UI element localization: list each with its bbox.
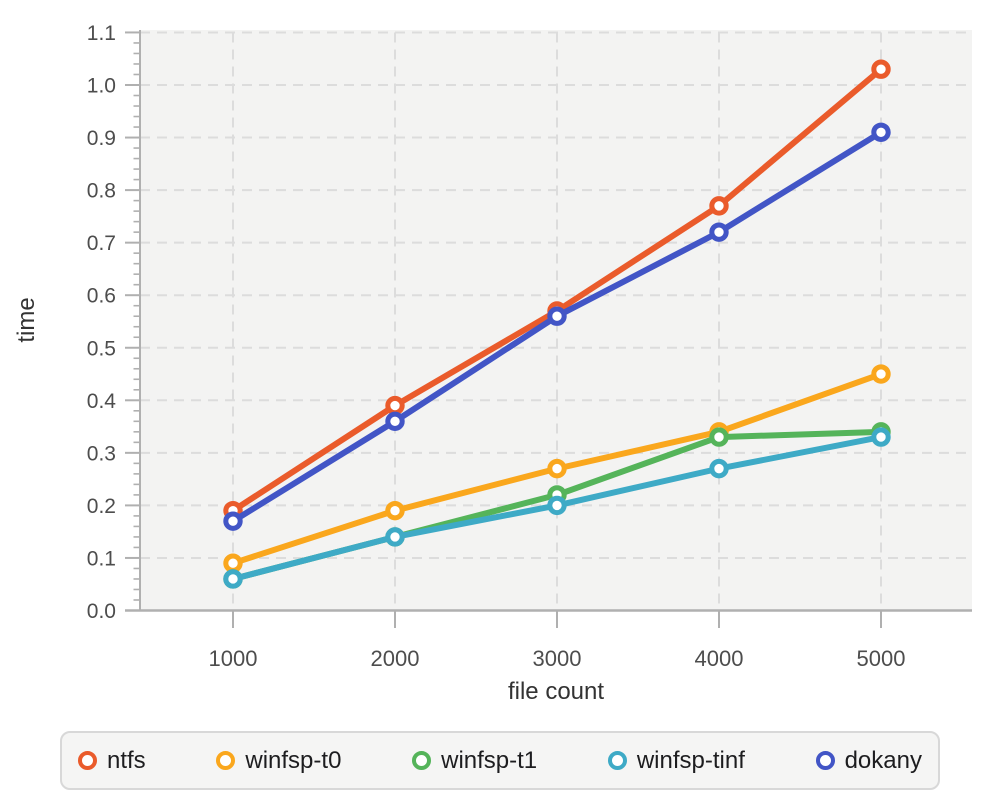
y-tick-label: 1.0	[87, 75, 116, 98]
y-tick-label: 0.9	[87, 127, 116, 150]
legend-item-dokany[interactable]: dokany	[815, 746, 922, 775]
legend-label: ntfs	[107, 746, 146, 774]
x-tick-label: 5000	[857, 646, 906, 671]
x-tick-label: 2000	[371, 646, 420, 671]
legend-marker-icon	[815, 751, 835, 770]
x-tick-label: 1000	[209, 646, 258, 671]
line-chart: 0.0 0.1 0.2 0.3 0.4 0.5 0.6 0.7 0.8 0.9 1.0 1.1 1000…	[13, 22, 972, 705]
data-point-winfsp-t0[interactable]	[547, 458, 567, 479]
data-point-winfsp-tinf[interactable]	[871, 427, 891, 447]
legend-marker-icon	[78, 751, 97, 770]
data-point-winfsp-t1[interactable]	[709, 427, 729, 447]
y-tick-label: 0.8	[87, 180, 116, 203]
legend-item-winfsp-t0[interactable]: winfsp-t0	[216, 747, 341, 775]
legend-marker-icon	[412, 751, 432, 770]
y-tick-label: 0.7	[87, 232, 116, 255]
legend-label: dokany	[844, 746, 922, 774]
legend-label: winfsp-t0	[245, 746, 342, 774]
x-tick-label: 4000	[695, 646, 744, 671]
data-point-ntfs[interactable]	[709, 196, 729, 216]
data-point-winfsp-tinf[interactable]	[709, 458, 729, 479]
y-tick-label: 0.5	[87, 337, 116, 360]
data-point-winfsp-tinf[interactable]	[223, 569, 243, 589]
legend: ntfs winfsp-t0 winfsp-t1 winfsp-tinf dokany	[60, 731, 940, 790]
data-point-winfsp-t0[interactable]	[385, 500, 405, 521]
data-point-dokany[interactable]	[223, 511, 243, 531]
y-tick-label: 0.2	[87, 495, 116, 518]
data-point-dokany[interactable]	[709, 222, 729, 242]
legend-marker-icon	[216, 751, 236, 770]
legend-label: winfsp-tinf	[636, 746, 745, 774]
y-tick-label: 0.1	[87, 547, 116, 570]
data-point-dokany[interactable]	[871, 122, 891, 142]
data-point-dokany[interactable]	[547, 306, 567, 326]
data-point-ntfs[interactable]	[385, 395, 405, 416]
x-tick-label: 3000	[533, 646, 582, 671]
y-tick-label: 0.3	[87, 442, 116, 465]
y-tick-label: 1.1	[87, 22, 116, 45]
data-point-winfsp-t0[interactable]	[871, 364, 891, 384]
y-tick-label: 0.6	[87, 285, 116, 308]
x-axis-title: file count	[508, 678, 604, 705]
legend-item-ntfs[interactable]: ntfs	[78, 747, 146, 775]
legend-marker-icon	[607, 751, 627, 770]
legend-item-winfsp-t1[interactable]: winfsp-t1	[412, 747, 537, 775]
y-axis-title: time	[13, 297, 40, 342]
y-tick-label: 0.0	[87, 600, 116, 623]
data-point-dokany[interactable]	[385, 411, 405, 432]
data-point-winfsp-tinf[interactable]	[547, 495, 567, 516]
data-point-ntfs[interactable]	[871, 59, 891, 79]
data-point-winfsp-t0[interactable]	[223, 553, 243, 573]
legend-item-winfsp-tinf[interactable]: winfsp-tinf	[607, 746, 745, 775]
y-tick-label: 0.4	[87, 390, 117, 413]
legend-label: winfsp-t1	[441, 746, 538, 774]
data-point-winfsp-tinf[interactable]	[385, 527, 405, 547]
